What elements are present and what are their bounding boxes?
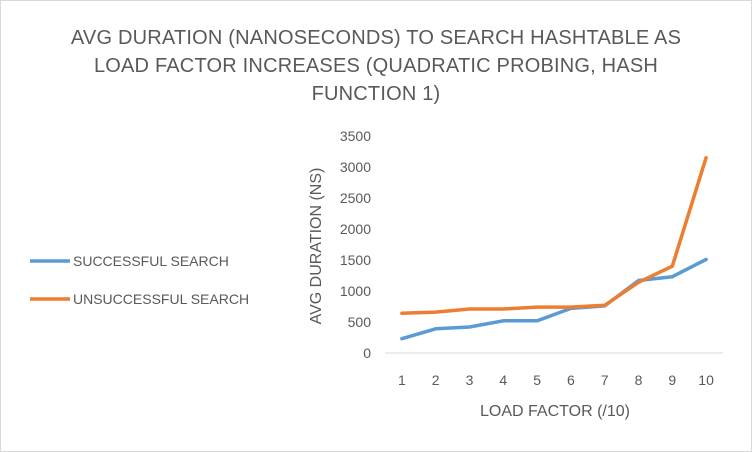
x-tick-label: 4	[499, 372, 507, 388]
series-line-unsuccessful-search	[400, 155, 708, 316]
y-tick-label: 2000	[340, 221, 371, 237]
y-axis-title: AVG DURATION (NS)	[308, 168, 325, 325]
x-axis-ticks: 1 2 3 4 5 6 7 8 9 10	[398, 372, 714, 388]
x-tick-label: 6	[567, 372, 575, 388]
y-tick-label: 0	[363, 345, 371, 361]
legend-label: UNSUCCESSFUL SEARCH	[73, 291, 249, 307]
x-tick-label: 1	[398, 372, 406, 388]
series-lines	[400, 155, 708, 341]
x-tick-label: 2	[432, 372, 440, 388]
x-tick-label: 3	[466, 372, 474, 388]
y-tick-label: 1500	[340, 252, 371, 268]
y-tick-label: 1000	[340, 283, 371, 299]
x-tick-label: 10	[698, 372, 714, 388]
x-tick-label: 8	[635, 372, 643, 388]
chart-title: AVG DURATION (NANOSECONDS) TO SEARCH HAS…	[0, 24, 752, 108]
x-tick-label: 9	[668, 372, 676, 388]
legend: SUCCESSFUL SEARCH UNSUCCESSFUL SEARCH	[30, 253, 249, 307]
x-axis-title: LOAD FACTOR (/10)	[480, 403, 630, 420]
y-axis-ticks: 0 500 1000 1500 2000 2500 3000 3500	[340, 128, 371, 361]
chart-title-line-2: LOAD FACTOR INCREASES (QUADRATIC PROBING…	[93, 55, 659, 77]
series-line-successful-search	[400, 257, 708, 341]
chart-title-line-1: AVG DURATION (NANOSECONDS) TO SEARCH HAS…	[70, 27, 682, 49]
chart-title-line-3: FUNCTION 1)	[311, 83, 441, 105]
y-tick-label: 3500	[340, 128, 371, 144]
x-tick-label: 7	[601, 372, 609, 388]
legend-label: SUCCESSFUL SEARCH	[73, 253, 229, 269]
y-tick-label: 500	[348, 314, 372, 330]
y-tick-label: 3000	[340, 159, 371, 175]
x-tick-label: 5	[533, 372, 541, 388]
y-tick-label: 2500	[340, 190, 371, 206]
